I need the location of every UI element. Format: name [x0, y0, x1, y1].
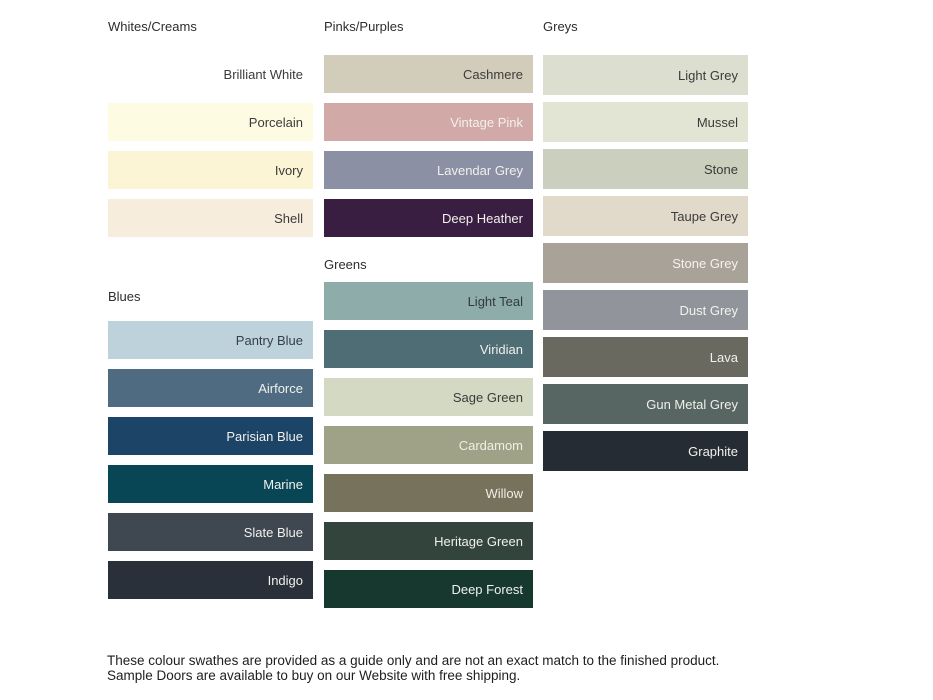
swatch-indigo: Indigo [108, 561, 313, 599]
swatch-label-dust-grey: Dust Grey [679, 302, 738, 318]
swatch-vintage-pink: Vintage Pink [324, 103, 533, 141]
swatch-viridian: Viridian [324, 330, 533, 368]
swatch-label-brilliant-white: Brilliant White [223, 66, 303, 82]
swatch-ivory: Ivory [108, 151, 313, 189]
swatch-cashmere: Cashmere [324, 55, 533, 93]
swatch-label-cardamom: Cardamom [458, 437, 523, 453]
swatch-label-willow: Willow [485, 485, 523, 501]
swatch-porcelain: Porcelain [108, 103, 313, 141]
swatch-label-ivory: Ivory [274, 162, 303, 178]
swatch-mussel: Mussel [543, 102, 748, 142]
swatch-airforce: Airforce [108, 369, 313, 407]
swatch-cardamom: Cardamom [324, 426, 533, 464]
section-heading-pinks-purples: Pinks/Purples [324, 19, 404, 34]
swatch-shell: Shell [108, 199, 313, 237]
swatch-label-parisian-blue: Parisian Blue [226, 428, 303, 444]
swatch-stone: Stone [543, 149, 748, 189]
section-heading-greens: Greens [324, 257, 367, 272]
swatch-label-lavendar-grey: Lavendar Grey [437, 162, 523, 178]
swatch-label-lava: Lava [709, 349, 738, 365]
swatch-light-grey: Light Grey [543, 55, 748, 95]
swatch-label-graphite: Graphite [688, 443, 738, 459]
swatch-taupe-grey: Taupe Grey [543, 196, 748, 236]
swatch-slate-blue: Slate Blue [108, 513, 313, 551]
swatch-label-stone: Stone [704, 161, 738, 177]
swatch-willow: Willow [324, 474, 533, 512]
palette-column-1: Whites/Creams Brilliant White Porcelain Ivo… [108, 19, 313, 609]
swatch-marine: Marine [108, 465, 313, 503]
disclaimer-note: These colour swathes are provided as a g… [107, 652, 727, 684]
swatch-deep-forest: Deep Forest [324, 570, 533, 608]
swatch-gun-metal-grey: Gun Metal Grey [543, 384, 748, 424]
section-heading-blues: Blues [108, 289, 141, 304]
swatch-label-gun-metal-grey: Gun Metal Grey [646, 396, 738, 412]
section-heading-greys: Greys [543, 19, 578, 34]
swatch-label-airforce: Airforce [258, 380, 303, 396]
swatch-label-cashmere: Cashmere [463, 66, 523, 82]
swatch-label-indigo: Indigo [267, 572, 303, 588]
swatch-label-stone-grey: Stone Grey [672, 255, 738, 271]
section-heading-whites-creams: Whites/Creams [108, 19, 197, 34]
swatch-label-deep-forest: Deep Forest [451, 581, 523, 597]
swatch-label-slate-blue: Slate Blue [243, 524, 303, 540]
swatch-heritage-green: Heritage Green [324, 522, 533, 560]
swatch-label-viridian: Viridian [479, 341, 523, 357]
swatch-label-light-grey: Light Grey [678, 67, 738, 83]
swatch-lavendar-grey: Lavendar Grey [324, 151, 533, 189]
swatch-graphite: Graphite [543, 431, 748, 471]
swatch-deep-heather: Deep Heather [324, 199, 533, 237]
swatch-label-vintage-pink: Vintage Pink [450, 114, 523, 130]
swatch-dust-grey: Dust Grey [543, 290, 748, 330]
swatch-light-teal: Light Teal [324, 282, 533, 320]
swatch-label-porcelain: Porcelain [248, 114, 303, 130]
palette-column-2: Pinks/Purples Cashmere Vintage Pink Lavenda… [324, 19, 533, 618]
swatch-label-marine: Marine [263, 476, 303, 492]
swatch-label-heritage-green: Heritage Green [434, 533, 523, 549]
swatch-brilliant-white: Brilliant White [108, 55, 313, 93]
swatch-label-sage-green: Sage Green [452, 389, 523, 405]
palette-column-3: Greys Light Grey Mussel Stone Taupe Grey Ston… [543, 19, 748, 478]
swatch-label-taupe-grey: Taupe Grey [670, 208, 738, 224]
swatch-label-mussel: Mussel [696, 114, 738, 130]
swatch-parisian-blue: Parisian Blue [108, 417, 313, 455]
swatch-label-shell: Shell [274, 210, 303, 226]
swatch-stone-grey: Stone Grey [543, 243, 748, 283]
swatch-label-deep-heather: Deep Heather [442, 210, 523, 226]
swatch-lava: Lava [543, 337, 748, 377]
swatch-label-light-teal: Light Teal [467, 293, 523, 309]
swatch-pantry-blue: Pantry Blue [108, 321, 313, 359]
swatch-sage-green: Sage Green [324, 378, 533, 416]
swatch-label-pantry-blue: Pantry Blue [235, 332, 303, 348]
